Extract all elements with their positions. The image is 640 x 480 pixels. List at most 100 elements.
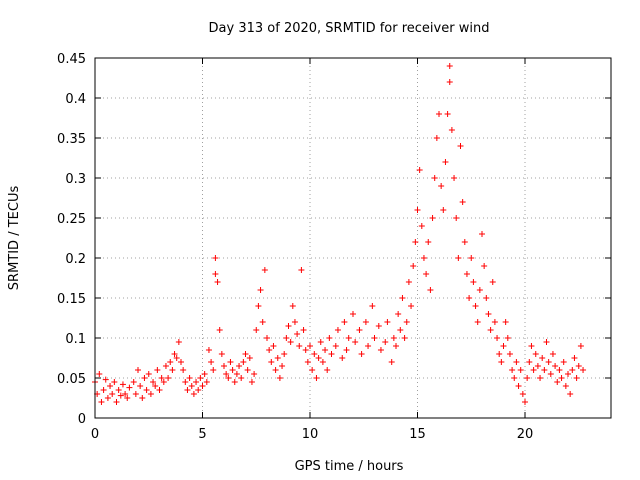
data-point [109, 391, 116, 397]
data-point [229, 367, 236, 373]
data-point [231, 379, 238, 385]
data-point [257, 287, 264, 293]
data-point [528, 343, 535, 349]
data-point [216, 327, 223, 333]
data-point [414, 207, 421, 213]
data-point [294, 331, 301, 337]
data-point [160, 379, 167, 385]
data-point [580, 367, 587, 373]
data-point [317, 339, 324, 345]
data-point [343, 347, 350, 353]
data-point [375, 323, 382, 329]
data-point [491, 319, 498, 325]
data-point [135, 367, 141, 373]
data-point [453, 215, 460, 221]
data-point [111, 379, 118, 385]
data-point [438, 183, 445, 189]
data-point [208, 359, 215, 365]
data-point [461, 239, 468, 245]
data-point [487, 327, 494, 333]
data-point [178, 359, 184, 365]
data-point [362, 319, 369, 325]
grid-layer [95, 58, 611, 418]
data-point [539, 355, 546, 361]
data-point [296, 343, 303, 349]
data-point [279, 363, 286, 369]
data-point [218, 351, 225, 357]
data-point [552, 363, 559, 369]
data-point [96, 371, 103, 377]
data-point [285, 323, 292, 329]
y-tick-label: 0.45 [57, 52, 86, 67]
data-point [205, 347, 212, 353]
data-point [300, 327, 307, 333]
data-point [169, 367, 176, 373]
data-point [468, 255, 475, 261]
data-point [511, 375, 518, 381]
data-point [436, 111, 442, 117]
data-point [393, 343, 399, 349]
data-point [210, 367, 217, 373]
data-point [420, 255, 427, 261]
data-point [195, 387, 202, 393]
data-point [326, 335, 333, 341]
data-point [556, 367, 563, 373]
data-point [126, 384, 133, 391]
data-point [324, 367, 331, 373]
data-point [158, 375, 165, 381]
y-tick-label: 0.3 [65, 172, 86, 187]
data-point [137, 383, 144, 389]
data-point [253, 327, 260, 333]
data-point [565, 371, 571, 377]
data-point [459, 199, 466, 205]
data-point [190, 391, 197, 397]
data-point [524, 375, 531, 381]
data-point [403, 319, 410, 325]
data-point [558, 375, 565, 381]
data-point [466, 295, 473, 301]
data-point [569, 367, 576, 373]
data-point [154, 367, 161, 373]
data-point [171, 351, 178, 357]
data-point [455, 255, 462, 261]
data-point [113, 399, 120, 405]
data-point [341, 319, 348, 325]
chart-title: Day 313 of 2020, SRMTID for receiver win… [209, 21, 490, 36]
y-tick-label: 0.1 [65, 332, 86, 347]
data-point [130, 379, 137, 385]
data-point [313, 375, 320, 381]
data-point [186, 375, 193, 381]
data-point [401, 335, 408, 341]
data-point [483, 295, 490, 301]
data-point [139, 395, 146, 401]
data-point [384, 319, 391, 325]
data-point [150, 379, 157, 385]
data-point [345, 335, 352, 341]
data-point [240, 359, 247, 365]
data-point [145, 371, 152, 377]
data-point [319, 359, 326, 365]
data-point [390, 335, 397, 341]
data-point [132, 391, 139, 397]
data-points-layer [92, 63, 587, 405]
data-point [221, 363, 227, 369]
data-point [502, 319, 509, 325]
data-point [429, 215, 436, 221]
data-point [500, 343, 507, 349]
data-point [560, 359, 567, 365]
data-point [248, 379, 255, 385]
data-point [152, 383, 159, 389]
data-point [104, 395, 111, 401]
data-point [479, 231, 485, 237]
data-point [504, 335, 511, 341]
data-point [322, 347, 329, 353]
data-point [365, 343, 372, 349]
data-point [266, 347, 273, 353]
data-point [100, 387, 107, 393]
data-point [423, 271, 430, 277]
data-point [268, 359, 275, 365]
data-point [506, 351, 513, 357]
data-point [463, 271, 470, 277]
data-point [223, 371, 230, 377]
